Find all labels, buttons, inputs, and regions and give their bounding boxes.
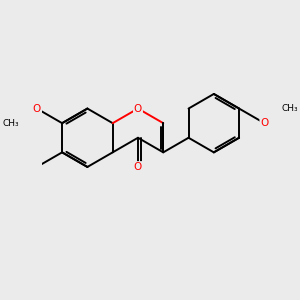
Text: O: O <box>33 103 41 114</box>
Text: O: O <box>134 162 142 172</box>
Text: CH₃: CH₃ <box>281 104 298 113</box>
Text: O: O <box>260 118 268 128</box>
Text: O: O <box>134 103 142 114</box>
Text: CH₃: CH₃ <box>2 119 19 128</box>
